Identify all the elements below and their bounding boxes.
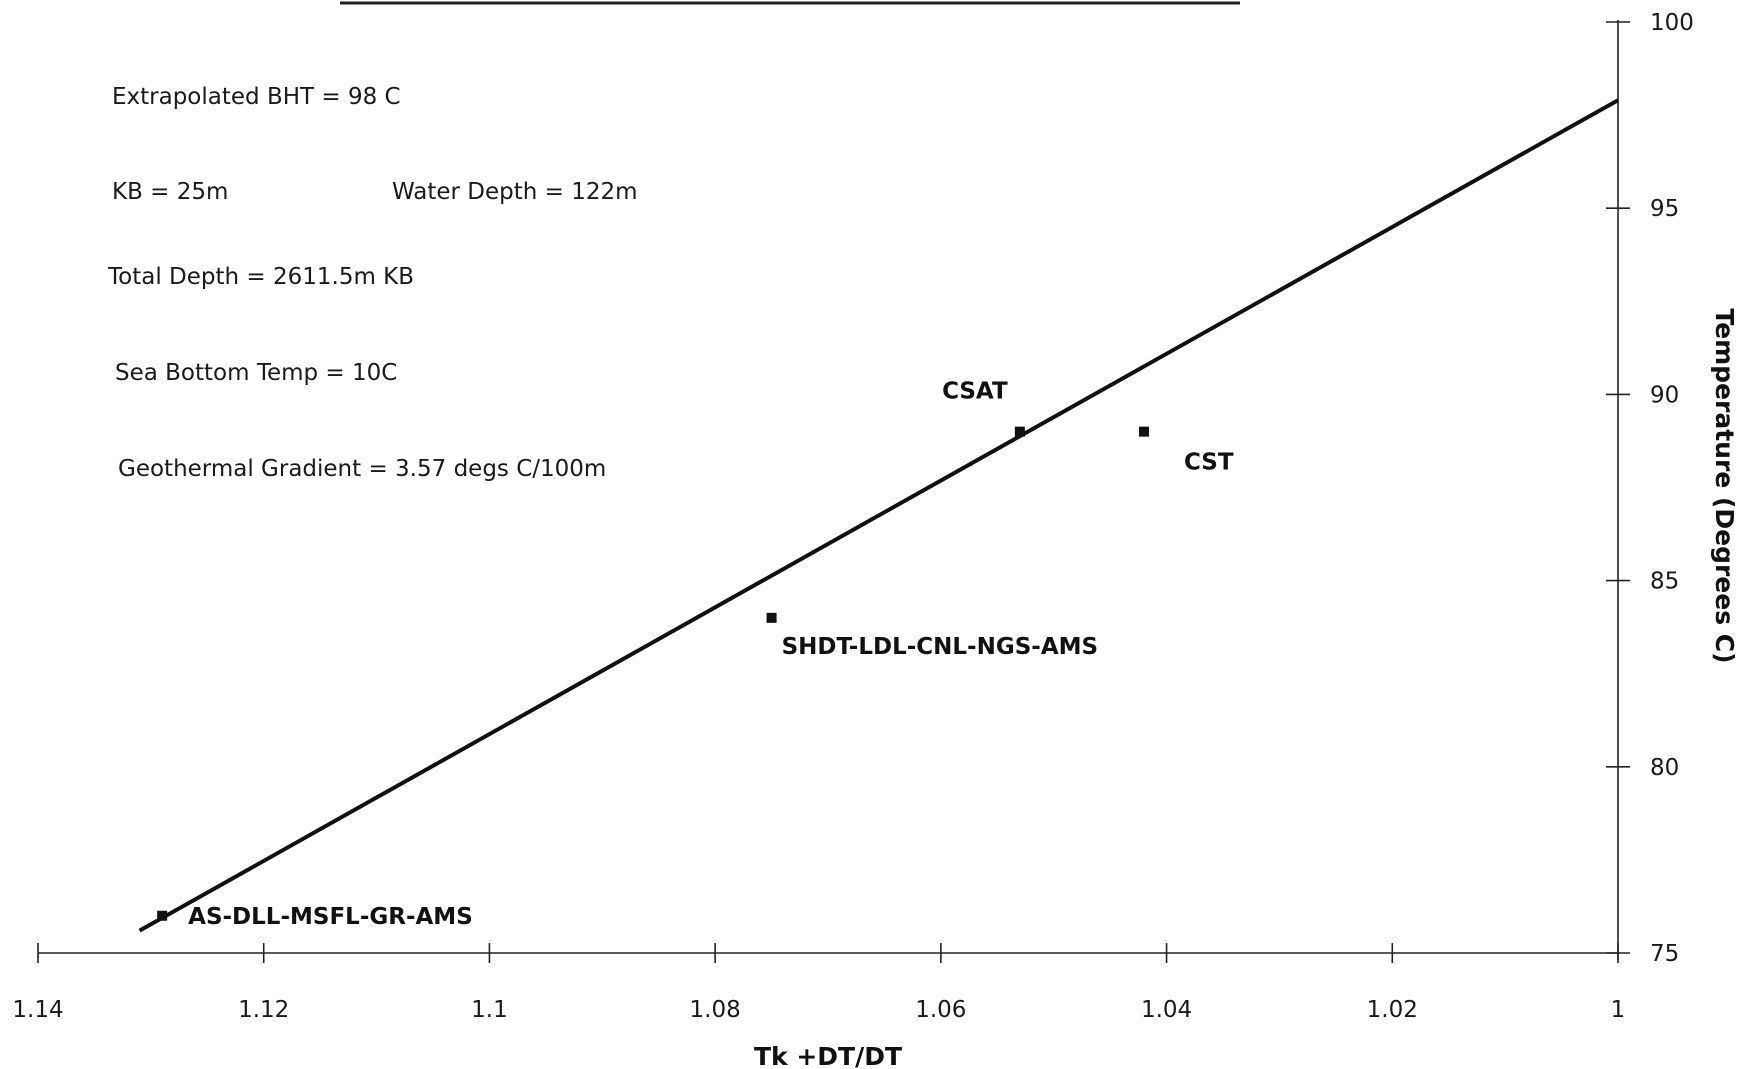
y-tick-label: 95: [1650, 196, 1679, 222]
x-tick-label: 1.08: [690, 997, 741, 1023]
y-tick-label: 100: [1650, 10, 1694, 36]
x-ticks: 1.14 1.12 1.1 1.08 1.06 1.04 1.02 1: [12, 943, 1625, 1023]
x-tick-label: 1.02: [1367, 997, 1418, 1023]
data-point-label: CSAT: [942, 379, 1008, 405]
fit-line: [138, 98, 1619, 933]
data-point-label: CST: [1184, 450, 1234, 476]
note-sea-bottom: Sea Bottom Temp = 10C: [115, 360, 397, 386]
data-point-marker: [766, 612, 777, 623]
x-axis-title: Tk +DT/DT: [754, 1042, 902, 1069]
x-tick-label: 1.04: [1141, 997, 1192, 1023]
y-tick-label: 80: [1650, 755, 1679, 781]
data-point-marker: [1014, 426, 1025, 437]
x-tick-label: 1.06: [915, 997, 966, 1023]
y-ticks: 75 80 85 90 95 100: [1606, 10, 1694, 967]
y-tick-label: 90: [1650, 382, 1679, 408]
data-points: AS-DLL-MSFL-GR-AMS SHDT-LDL-CNL-NGS-AMS CS…: [157, 379, 1234, 930]
data-point-label: SHDT-LDL-CNL-NGS-AMS: [782, 634, 1099, 660]
y-tick-label: 85: [1650, 569, 1679, 595]
y-axis-title: Temperature (Degrees C): [1710, 308, 1739, 663]
x-tick-label: 1.14: [12, 997, 63, 1023]
note-gradient: Geothermal Gradient = 3.57 degs C/100m: [118, 456, 606, 482]
data-point-marker: [1139, 426, 1149, 437]
x-tick-label: 1.12: [238, 997, 289, 1023]
x-tick-label: 1: [1611, 997, 1626, 1023]
note-bht: Extrapolated BHT = 98 C: [112, 84, 401, 110]
note-total-depth: Total Depth = 2611.5m KB: [107, 264, 414, 290]
x-tick-label: 1.1: [471, 997, 508, 1023]
y-tick-label: 75: [1650, 941, 1679, 967]
note-water-depth: Water Depth = 122m: [392, 179, 638, 205]
data-point-marker: [157, 910, 168, 921]
note-kb: KB = 25m: [112, 179, 228, 205]
data-point-label: AS-DLL-MSFL-GR-AMS: [188, 904, 473, 930]
